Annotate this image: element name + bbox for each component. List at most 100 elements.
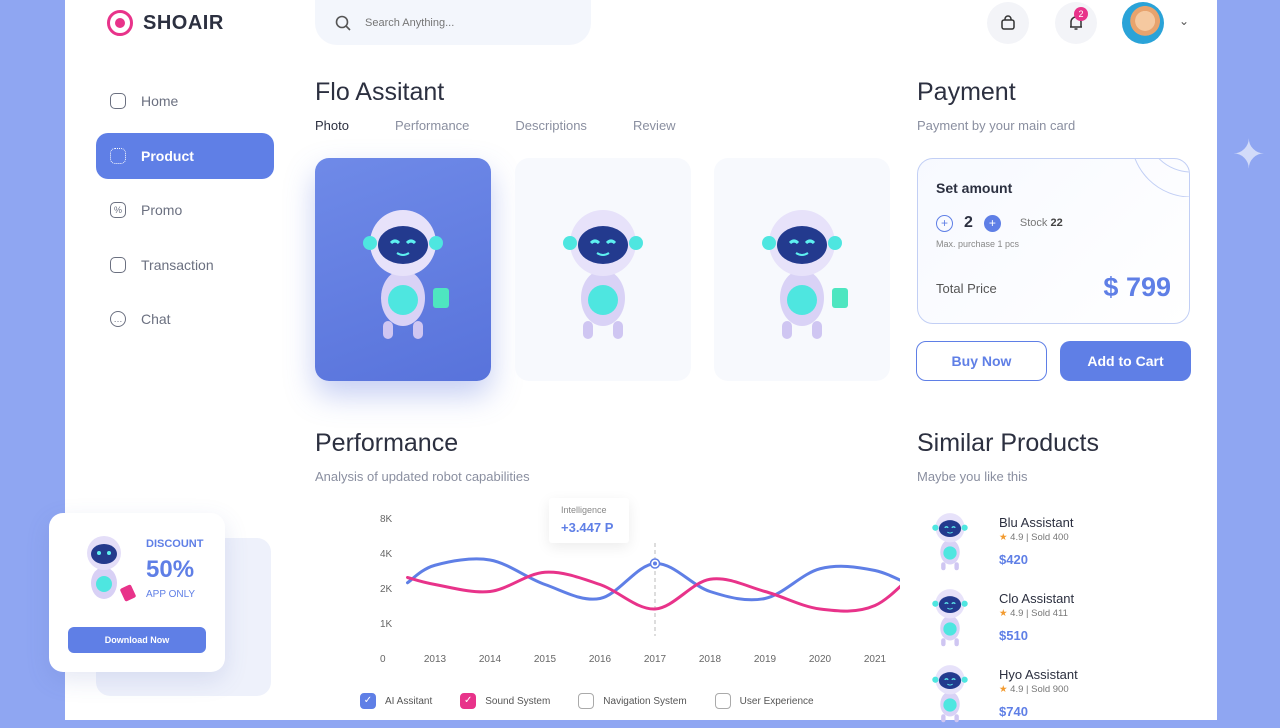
x-tick-label: 2020 [809,654,832,665]
search-icon [335,15,351,31]
star-icon: ★ [999,532,1008,543]
payment-title: Payment [917,78,1016,106]
similar-subtitle: Maybe you like this [917,469,1028,484]
grid-icon [110,147,126,164]
search-input[interactable] [365,16,507,29]
increase-button[interactable]: + [983,214,1001,232]
product-price: $740 [999,704,1028,719]
checkbox-unchecked-icon[interactable] [714,693,731,709]
product-rating: ★ 4.9 | Sold 411 [999,608,1068,619]
tab-photo[interactable]: Photo [315,118,349,133]
promo-note: APP ONLY [146,589,196,600]
download-now-button[interactable]: Download Now [68,627,206,653]
bag-icon [1001,15,1015,30]
x-tick-label: 2015 [534,654,557,665]
similar-title: Similar Products [917,429,1099,457]
performance-subtitle: Analysis of updated robot capabilities [315,469,530,484]
similar-product-item[interactable]: Hyo Assistant ★ 4.9 | Sold 900 $740 [917,662,1167,728]
x-tick-label: 2018 [699,654,722,665]
sidebar-item-product[interactable]: Product [96,132,274,179]
sidebar-item-label: Promo [141,202,183,218]
sidebar-item-label: Product [141,147,194,164]
percent-icon: % [110,202,126,218]
robot-illustration [87,536,136,602]
promo-card: DISCOUNT 50% APP ONLY Download Now [49,513,225,672]
avatar[interactable] [1122,2,1164,44]
sidebar-item-label: Chat [141,311,171,327]
y-tick-label: 1K [380,619,393,630]
checkbox-unchecked-icon[interactable] [578,693,595,709]
product-rating: ★ 4.9 | Sold 900 [999,684,1069,695]
sidebar-item-label: Home [141,93,179,109]
tab-performance[interactable]: Performance [394,118,470,133]
total-price: $ 799 [1103,272,1171,302]
sidebar-item-home[interactable]: Home [96,78,274,124]
legend-user-experience[interactable]: User Experience [714,693,814,709]
x-tick-label: 2017 [644,654,667,665]
stock-info: Stock 22 [1020,217,1063,229]
x-tick-label: 2013 [424,654,447,665]
legend-navigation-system[interactable]: Navigation System [578,693,687,709]
product-tabs: Photo Performance Descriptions Review [315,118,676,133]
star-icon: ★ [999,684,1008,695]
series-line-ai-assitant [406,557,900,602]
max-purchase-note: Max. purchase 1 pcs [936,239,1020,249]
x-tick-label: 2014 [479,654,502,665]
product-name: Blu Assistant [999,515,1074,530]
highlight-point-dot [653,561,657,566]
y-tick-label: 8K [380,514,393,525]
add-to-cart-button[interactable]: Add to Cart [1060,341,1191,381]
y-tick-label: 2K [380,584,393,595]
wallet-icon [110,256,126,273]
quantity-value: 2 [964,214,973,231]
product-title: Flo Assitant [315,78,445,106]
product-photo-2[interactable] [515,158,691,381]
quantity-stepper: + 2 + Stock 22 [936,214,1063,232]
y-tick-label: 4K [380,549,393,560]
performance-title: Performance [315,429,459,457]
sidebar-item-transaction[interactable]: Transaction [96,242,274,288]
y-tick-label: 0 [380,654,386,665]
chevron-down-icon[interactable]: ⌄ [1179,14,1190,28]
robot-illustration [563,210,643,339]
x-tick-label: 2021 [864,654,887,665]
home-icon [110,93,126,109]
chat-icon: … [110,311,126,327]
product-price: $420 [999,552,1028,567]
robot-illustration [932,513,968,571]
star-icon: ★ [999,608,1008,619]
legend-label: AI Assitant [385,695,433,707]
sidebar-item-promo[interactable]: % Promo [96,187,274,233]
logo[interactable]: SHOAIR [107,10,224,36]
rating-text: 4.9 | Sold 411 [1010,608,1068,619]
decrease-button[interactable]: + [936,214,953,232]
tab-review[interactable]: Review [632,118,676,133]
sparkle-decoration: ✦ [1232,133,1266,177]
stock-label: Stock [1019,217,1048,229]
similar-product-item[interactable]: Blu Assistant ★ 4.9 | Sold 400 $420 [917,510,1167,576]
notifications-button[interactable]: 2 [1055,2,1097,44]
legend-label: Navigation System [603,695,687,707]
legend-ai-assitant[interactable]: ✓ AI Assitant [360,693,432,709]
chart-legend: ✓ AI Assitant ✓ Sound System Navigation Sy… [360,693,814,709]
product-name: Clo Assistant [999,591,1075,606]
tab-descriptions[interactable]: Descriptions [515,118,587,133]
checkbox-checked-icon[interactable]: ✓ [460,693,477,709]
tooltip-label: Intelligence [561,505,607,515]
robot-illustration [932,665,968,723]
cart-bag-button[interactable] [987,2,1029,44]
product-photo-3[interactable] [714,158,890,381]
x-tick-label: 2016 [589,654,612,665]
payment-card: Set amount + 2 + Stock 22 Max. purchase … [917,158,1190,324]
legend-label: User Experience [739,695,814,707]
sidebar-item-chat[interactable]: … Chat [96,296,274,342]
product-price: $510 [999,628,1028,643]
product-photo-1[interactable] [315,158,491,381]
checkbox-checked-icon[interactable]: ✓ [360,693,376,709]
promo-title: DISCOUNT [146,538,204,550]
search-bar[interactable] [315,0,591,45]
similar-product-item[interactable]: Clo Assistant ★ 4.9 | Sold 411 $510 [917,586,1167,652]
legend-sound-system[interactable]: ✓ Sound System [460,693,550,709]
buy-now-button[interactable]: Buy Now [916,341,1047,381]
logo-mark-icon [107,10,133,36]
